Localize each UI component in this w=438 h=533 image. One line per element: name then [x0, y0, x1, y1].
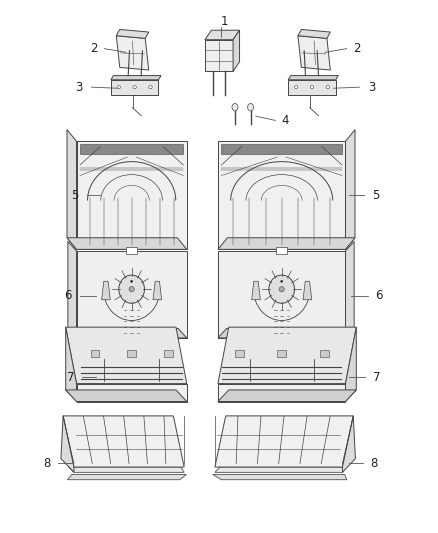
Polygon shape — [67, 130, 77, 249]
Polygon shape — [153, 281, 162, 300]
Ellipse shape — [269, 275, 294, 303]
Polygon shape — [102, 281, 110, 300]
Polygon shape — [77, 141, 187, 249]
Polygon shape — [218, 327, 356, 384]
Ellipse shape — [326, 86, 329, 89]
Ellipse shape — [131, 280, 133, 282]
Ellipse shape — [119, 275, 145, 303]
Polygon shape — [288, 80, 336, 94]
Polygon shape — [218, 238, 355, 249]
Text: 8: 8 — [371, 457, 378, 470]
Polygon shape — [117, 36, 149, 70]
Polygon shape — [276, 247, 287, 254]
Polygon shape — [67, 474, 186, 480]
Polygon shape — [213, 474, 347, 480]
Polygon shape — [77, 384, 187, 401]
Polygon shape — [218, 251, 346, 338]
Polygon shape — [127, 350, 136, 357]
Polygon shape — [68, 328, 187, 338]
Polygon shape — [63, 416, 184, 467]
Polygon shape — [111, 80, 159, 94]
Polygon shape — [346, 241, 354, 338]
Polygon shape — [66, 327, 77, 401]
Polygon shape — [80, 144, 184, 155]
Text: 5: 5 — [372, 189, 380, 202]
Polygon shape — [61, 416, 74, 472]
Polygon shape — [235, 350, 244, 357]
Polygon shape — [66, 390, 187, 401]
Polygon shape — [215, 467, 346, 472]
Polygon shape — [218, 141, 346, 249]
Ellipse shape — [232, 103, 238, 111]
Ellipse shape — [310, 86, 314, 89]
Polygon shape — [205, 39, 233, 71]
Text: 2: 2 — [353, 42, 360, 55]
Polygon shape — [126, 247, 137, 254]
Polygon shape — [233, 30, 240, 71]
Ellipse shape — [117, 86, 120, 89]
Text: 4: 4 — [282, 114, 289, 127]
Text: 5: 5 — [71, 189, 78, 202]
Polygon shape — [68, 241, 77, 338]
Ellipse shape — [247, 103, 254, 111]
Polygon shape — [218, 390, 356, 401]
Polygon shape — [298, 36, 330, 70]
Polygon shape — [346, 327, 356, 401]
Polygon shape — [215, 416, 353, 467]
Text: 6: 6 — [375, 289, 383, 302]
Ellipse shape — [279, 287, 284, 292]
Text: 3: 3 — [75, 80, 83, 94]
Polygon shape — [277, 350, 286, 357]
Polygon shape — [298, 29, 330, 38]
Polygon shape — [205, 30, 240, 39]
Polygon shape — [288, 76, 338, 80]
Polygon shape — [77, 251, 187, 338]
Text: 8: 8 — [43, 457, 50, 470]
Ellipse shape — [294, 86, 298, 89]
Polygon shape — [69, 467, 184, 472]
Text: 1: 1 — [221, 15, 229, 28]
Text: 7: 7 — [67, 371, 74, 384]
Polygon shape — [218, 384, 346, 401]
Text: 2: 2 — [90, 42, 98, 55]
Polygon shape — [66, 327, 187, 384]
Polygon shape — [303, 281, 312, 300]
Polygon shape — [218, 328, 354, 338]
Polygon shape — [164, 350, 173, 357]
Ellipse shape — [133, 86, 136, 89]
Polygon shape — [252, 281, 260, 300]
Ellipse shape — [129, 287, 134, 292]
Polygon shape — [117, 29, 149, 38]
Ellipse shape — [281, 280, 283, 282]
Polygon shape — [346, 130, 355, 249]
Ellipse shape — [149, 86, 152, 89]
Text: 6: 6 — [64, 289, 72, 302]
Text: 7: 7 — [372, 371, 380, 384]
Polygon shape — [111, 76, 161, 80]
Polygon shape — [320, 350, 328, 357]
Polygon shape — [343, 416, 355, 472]
Polygon shape — [91, 350, 99, 357]
Text: 3: 3 — [368, 80, 375, 94]
Polygon shape — [67, 238, 187, 249]
Polygon shape — [221, 144, 342, 155]
